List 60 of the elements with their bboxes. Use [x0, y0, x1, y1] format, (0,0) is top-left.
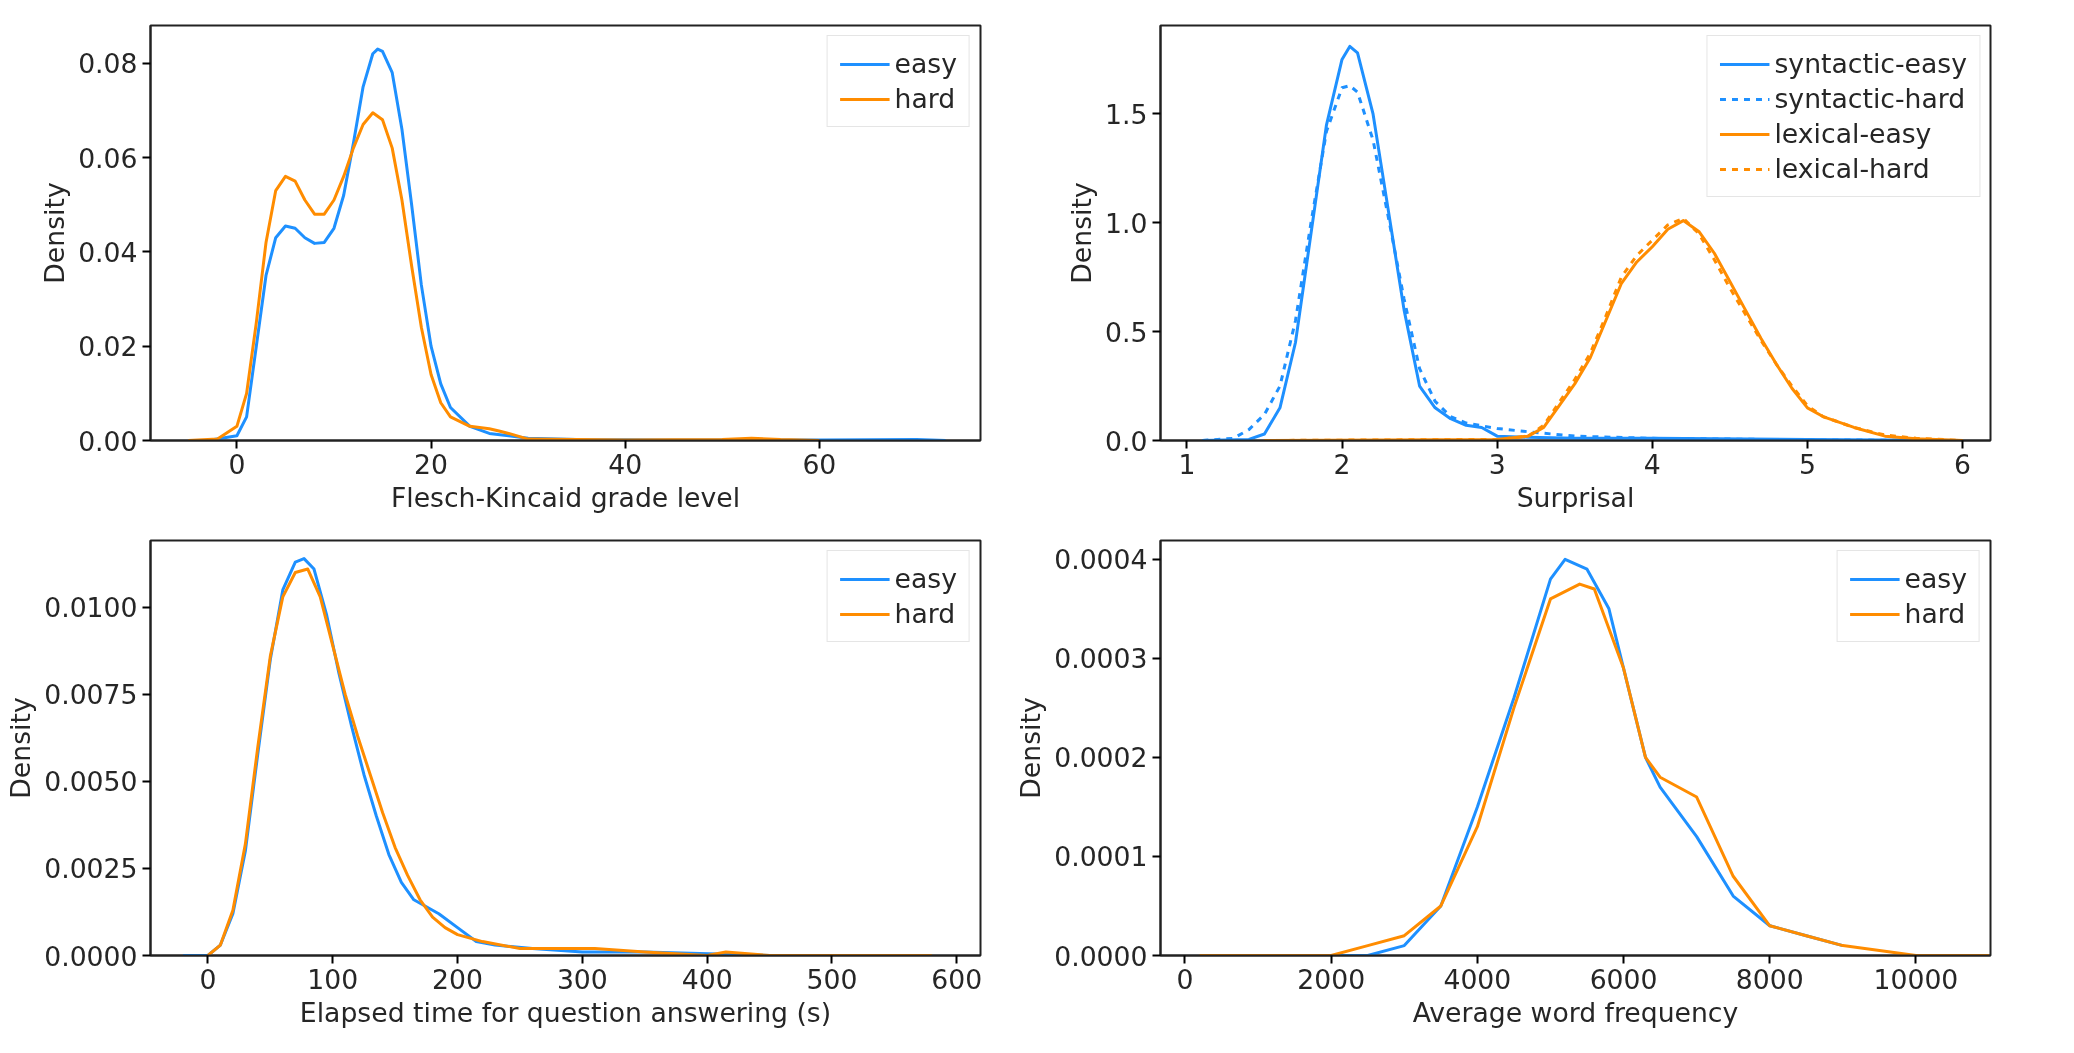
y-tick-label: 0.0002 — [1054, 742, 1148, 774]
x-tick-label: 2 — [1333, 448, 1351, 480]
y-tick-label: 0.0003 — [1054, 643, 1148, 675]
x-tick-label: 400 — [681, 963, 733, 995]
x-tick-label: 40 — [608, 448, 643, 480]
legend-label: easy — [894, 48, 957, 79]
y-tick-label: 0.04 — [78, 236, 138, 268]
legend-label: hard — [894, 83, 956, 114]
y-axis-title: Density — [1066, 182, 1098, 284]
y-tick-label: 0.08 — [78, 48, 138, 80]
y-tick-label: 0.00 — [78, 425, 138, 457]
x-tick-label: 4 — [1643, 448, 1661, 480]
x-tick-label: 3 — [1488, 448, 1506, 480]
x-tick-label: 0 — [228, 448, 246, 480]
x-tick-label: 500 — [806, 963, 858, 995]
x-axis-title: Surprisal — [1516, 481, 1635, 513]
legend-label: lexical-hard — [1774, 153, 1930, 184]
y-tick-label: 0.5 — [1105, 316, 1148, 348]
x-tick-label: 10000 — [1873, 963, 1959, 995]
x-tick-label: 8000 — [1735, 963, 1804, 995]
y-axis-title: Density — [39, 182, 71, 284]
y-tick-label: 0.0100 — [44, 592, 138, 624]
x-tick-label: 0 — [199, 963, 217, 995]
y-tick-label: 0.0075 — [44, 679, 138, 711]
y-tick-label: 0.0001 — [1054, 841, 1148, 873]
x-tick-label: 6 — [1954, 448, 1972, 480]
legend-label: hard — [894, 598, 956, 629]
x-tick-label: 300 — [556, 963, 608, 995]
legend-label: hard — [1904, 598, 1966, 629]
legend-label: lexical-easy — [1774, 118, 1932, 149]
x-tick-label: 60 — [802, 448, 837, 480]
x-tick-label: 100 — [307, 963, 359, 995]
x-tick-label: 2000 — [1297, 963, 1366, 995]
y-tick-label: 0.0000 — [1054, 940, 1148, 972]
x-axis-title: Flesch-Kincaid grade level — [390, 481, 741, 513]
x-axis-title: Elapsed time for question answering (s) — [299, 996, 832, 1028]
x-tick-label: 6000 — [1589, 963, 1658, 995]
y-axis-title: Density — [5, 697, 37, 799]
y-tick-label: 0.0004 — [1054, 544, 1148, 576]
y-tick-label: 0.0025 — [44, 853, 138, 885]
x-tick-label: 5 — [1798, 448, 1816, 480]
y-tick-label: 1.5 — [1105, 98, 1148, 130]
y-tick-label: 0.06 — [78, 142, 138, 174]
y-tick-label: 1.0 — [1105, 207, 1148, 239]
x-tick-label: 1 — [1178, 448, 1196, 480]
y-tick-label: 0.0000 — [44, 940, 138, 972]
x-tick-label: 4000 — [1443, 963, 1512, 995]
legend-label: easy — [1904, 563, 1967, 594]
x-tick-label: 0 — [1176, 963, 1194, 995]
x-tick-label: 200 — [432, 963, 483, 995]
legend-label: syntactic-easy — [1774, 48, 1967, 79]
x-tick-label: 600 — [931, 963, 983, 995]
legend-label: easy — [894, 563, 957, 594]
legend-label: syntactic-hard — [1774, 83, 1966, 114]
y-axis-title: Density — [1015, 697, 1047, 799]
x-axis-title: Average word frequency — [1412, 996, 1739, 1028]
x-tick-label: 20 — [414, 448, 449, 480]
y-tick-label: 0.02 — [78, 331, 138, 363]
y-tick-label: 0.0 — [1105, 425, 1148, 457]
y-tick-label: 0.0050 — [44, 766, 138, 798]
